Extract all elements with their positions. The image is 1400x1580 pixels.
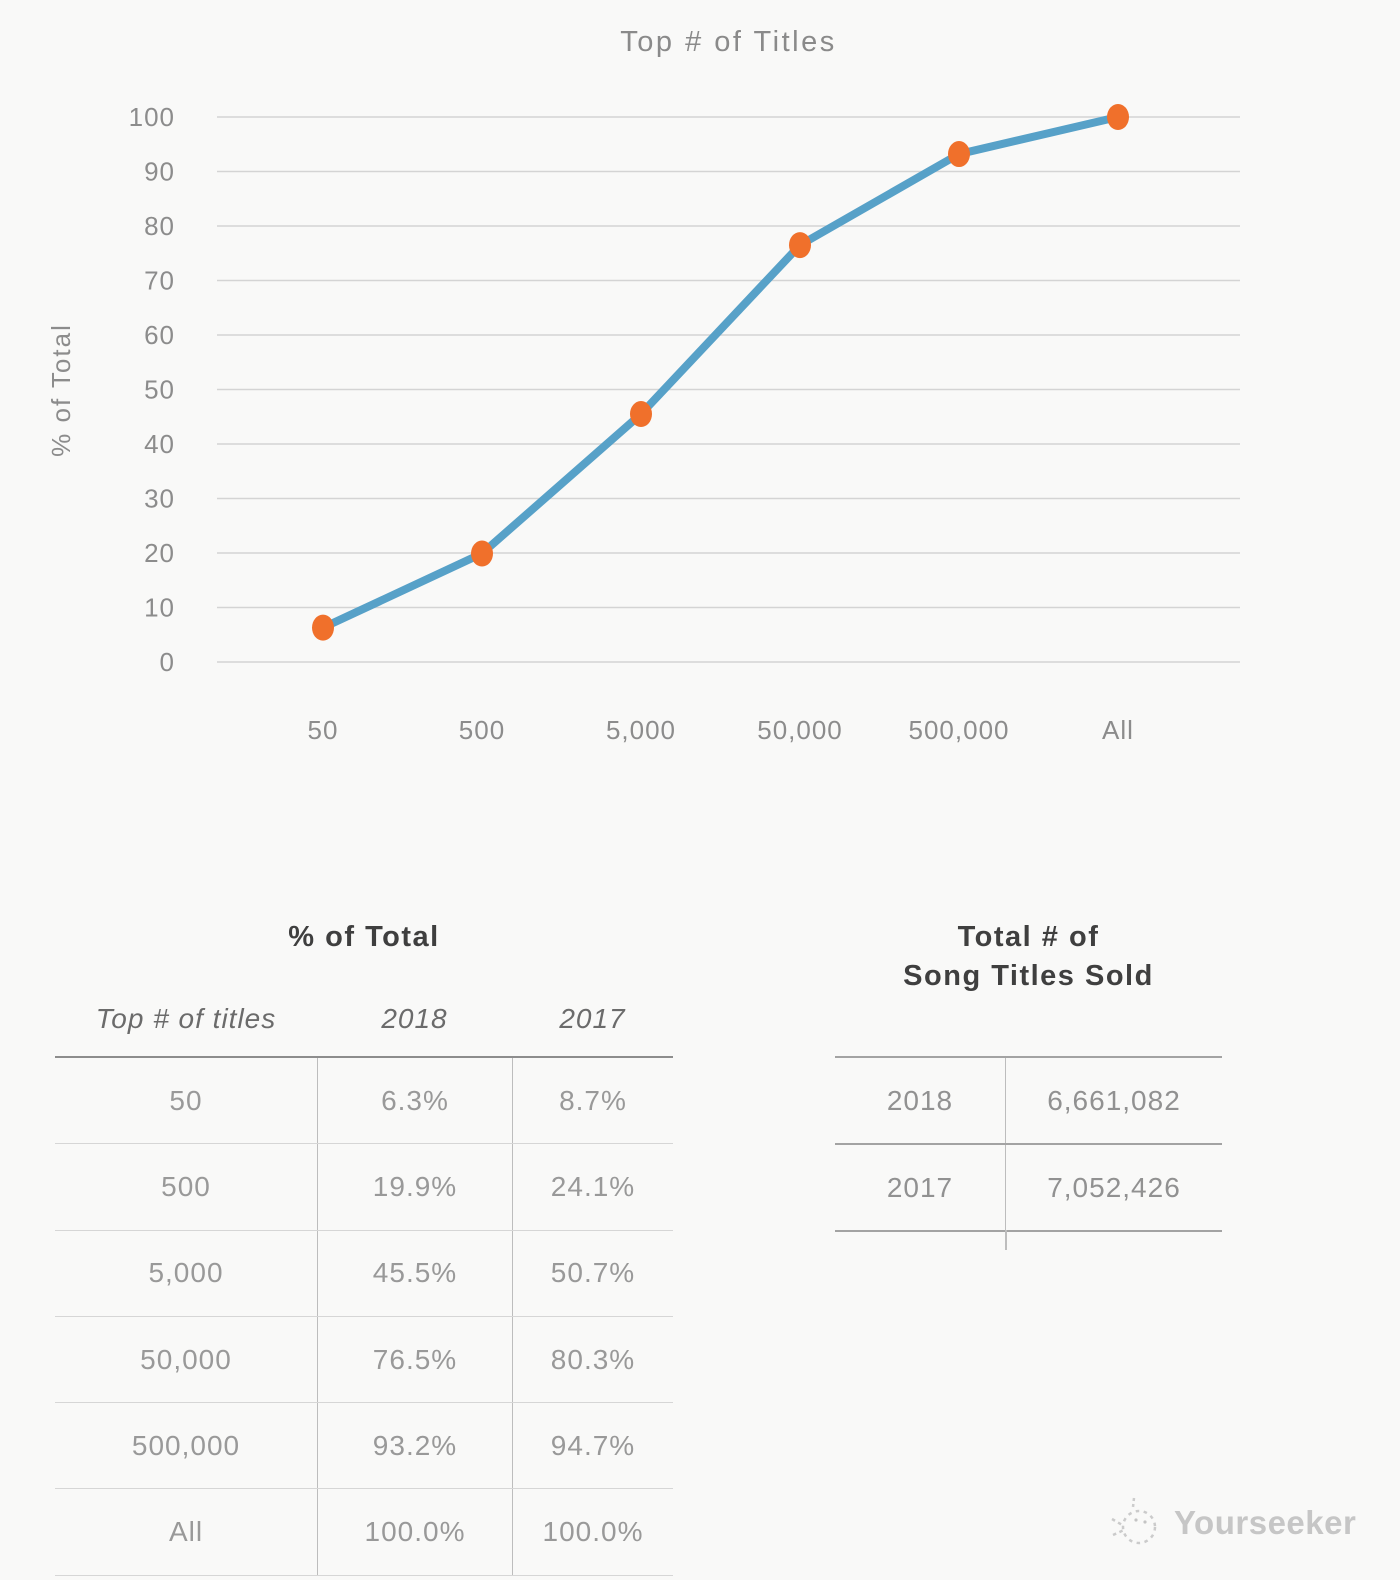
x-tick-label: 500,000 (909, 715, 1010, 745)
percent-table: 50 6.3% 8.7% 500 19.9% 24.1% 5,000 45.5%… (55, 1056, 673, 1576)
y-tick-label: 10 (144, 593, 175, 623)
yourseeker-logo-icon (1111, 1497, 1157, 1545)
trend-line (319, 113, 1122, 632)
data-point (471, 540, 493, 567)
table-row: 500,000 93.2% 94.7% (55, 1403, 673, 1490)
data-point (630, 401, 652, 428)
column-header-2018: 2018 (381, 1003, 448, 1034)
y-tick-label: 40 (144, 429, 175, 459)
y-tick-label: 90 (144, 157, 175, 187)
percent-table-header: Top # of titles 2018 2017 (55, 1003, 673, 1035)
column-header-top-titles: Top # of titles (95, 1003, 277, 1034)
totals-table-title: Total # of Song Titles Sold (835, 918, 1222, 996)
x-tick-label: 5,000 (606, 715, 676, 745)
totals-table: 2018 6,661,082 2017 7,052,426 (835, 1056, 1222, 1232)
data-point (312, 614, 334, 641)
y-tick-label: 0 (160, 647, 175, 677)
data-point (1107, 104, 1129, 130)
year-label: 2017 (886, 1171, 954, 1203)
value-2018: 93.2% (317, 1403, 512, 1489)
value-2018: 76.5% (317, 1316, 512, 1403)
brand-name: Yourseeker (1174, 1504, 1357, 1541)
value-2017: 94.7% (512, 1403, 673, 1489)
total-value: 7,052,426 (1005, 1145, 1222, 1230)
y-tick-label: 70 (144, 266, 175, 296)
total-value: 6,661,082 (1005, 1058, 1222, 1143)
data-point (789, 232, 811, 259)
value-2017: 50.7% (512, 1230, 673, 1316)
x-tick-label: 50,000 (757, 715, 843, 745)
y-tick-label: 30 (144, 484, 175, 514)
x-tick-label: 50 (308, 715, 339, 745)
y-tick-label: 20 (144, 538, 175, 568)
row-label: 5,000 (148, 1257, 224, 1289)
table-divider (1005, 1230, 1007, 1250)
table-row: All 100.0% 100.0% (55, 1489, 673, 1576)
row-label: All (168, 1516, 204, 1548)
table-row: 2017 7,052,426 (835, 1145, 1222, 1232)
table-row: 2018 6,661,082 (835, 1058, 1222, 1145)
chart-title: Top # of Titles (620, 26, 837, 58)
x-tick-label: 500 (459, 715, 505, 745)
y-tick-label: 100 (129, 102, 175, 132)
y-tick-label: 80 (144, 211, 175, 241)
row-label: 50 (169, 1084, 203, 1116)
totals-title-line1: Total # of (957, 921, 1100, 953)
percent-table-title: % of Total (288, 921, 440, 953)
row-label: 50,000 (140, 1343, 232, 1375)
row-label: 500 (161, 1170, 211, 1202)
brand-watermark: Yourseeker (1110, 1495, 1356, 1551)
value-2017: 24.1% (512, 1144, 673, 1230)
value-2017: 80.3% (512, 1316, 673, 1403)
y-tick-label: 50 (144, 375, 175, 405)
value-2018: 6.3% (317, 1058, 512, 1144)
value-2018: 45.5% (317, 1230, 512, 1316)
value-2017: 8.7% (512, 1058, 673, 1144)
data-point (948, 141, 970, 168)
column-header-2017: 2017 (559, 1003, 626, 1034)
row-label: 500,000 (131, 1429, 241, 1461)
table-row: 500 19.9% 24.1% (55, 1144, 673, 1231)
value-2018: 100.0% (317, 1489, 512, 1575)
x-tick-label: All (1102, 715, 1134, 745)
table-row: 50,000 76.5% 80.3% (55, 1316, 673, 1404)
year-label: 2018 (886, 1084, 954, 1116)
value-2017: 100.0% (512, 1489, 673, 1575)
value-2018: 19.9% (317, 1144, 512, 1230)
y-tick-label: 60 (144, 320, 175, 350)
y-axis-title: % of Total (46, 323, 76, 457)
table-row: 5,000 45.5% 50.7% (55, 1230, 673, 1317)
totals-title-line2: Song Titles Sold (903, 960, 1154, 992)
line-chart: 0 10 20 30 40 50 60 70 80 90 100 50 500 5,000 50,000 50… (46, 102, 1240, 745)
table-row: 50 6.3% 8.7% (55, 1058, 673, 1145)
